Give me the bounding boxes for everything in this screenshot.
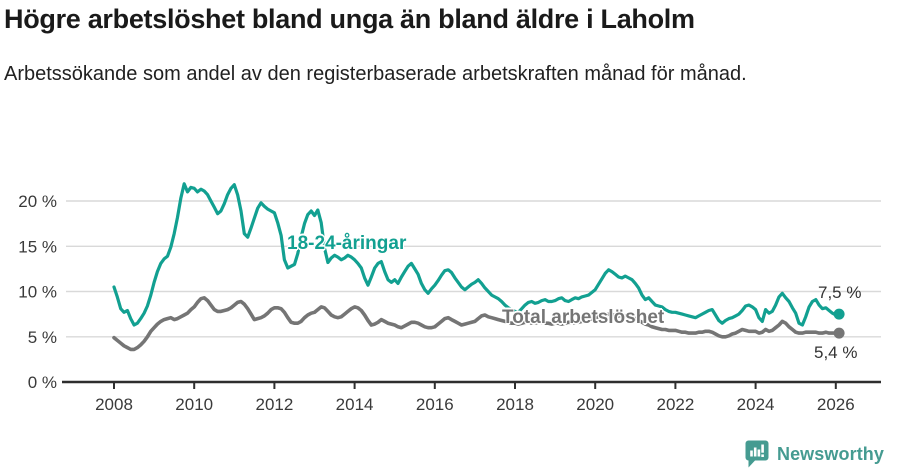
page-subtitle: Arbetssökande som andel av den registerb… [4, 63, 747, 85]
end-value-label-total: 5,4 % [814, 343, 858, 362]
svg-text:0 %: 0 % [28, 373, 57, 392]
page-title: Högre arbetslöshet bland unga än bland ä… [4, 4, 695, 34]
svg-text:20 %: 20 % [18, 192, 57, 211]
svg-text:2018: 2018 [496, 395, 534, 414]
svg-text:15 %: 15 % [18, 237, 57, 256]
svg-text:2008: 2008 [95, 395, 133, 414]
end-value-label-young: 7,5 % [818, 283, 862, 302]
svg-text:5 %: 5 % [28, 328, 57, 347]
newsworthy-logo-icon [745, 440, 769, 468]
svg-text:2020: 2020 [576, 395, 614, 414]
svg-text:10 %: 10 % [18, 283, 57, 302]
series-label-young: 18-24-åringar [287, 233, 407, 254]
brand-footer[interactable]: Newsworthy [745, 440, 884, 468]
svg-text:2026: 2026 [817, 395, 855, 414]
svg-text:2012: 2012 [255, 395, 293, 414]
svg-text:2010: 2010 [175, 395, 213, 414]
svg-text:2014: 2014 [336, 395, 374, 414]
svg-text:2022: 2022 [656, 395, 694, 414]
series-label-total: Total arbetslöshet [502, 307, 665, 328]
svg-text:2024: 2024 [737, 395, 775, 414]
svg-text:2016: 2016 [416, 395, 454, 414]
brand-name: Newsworthy [776, 443, 884, 464]
